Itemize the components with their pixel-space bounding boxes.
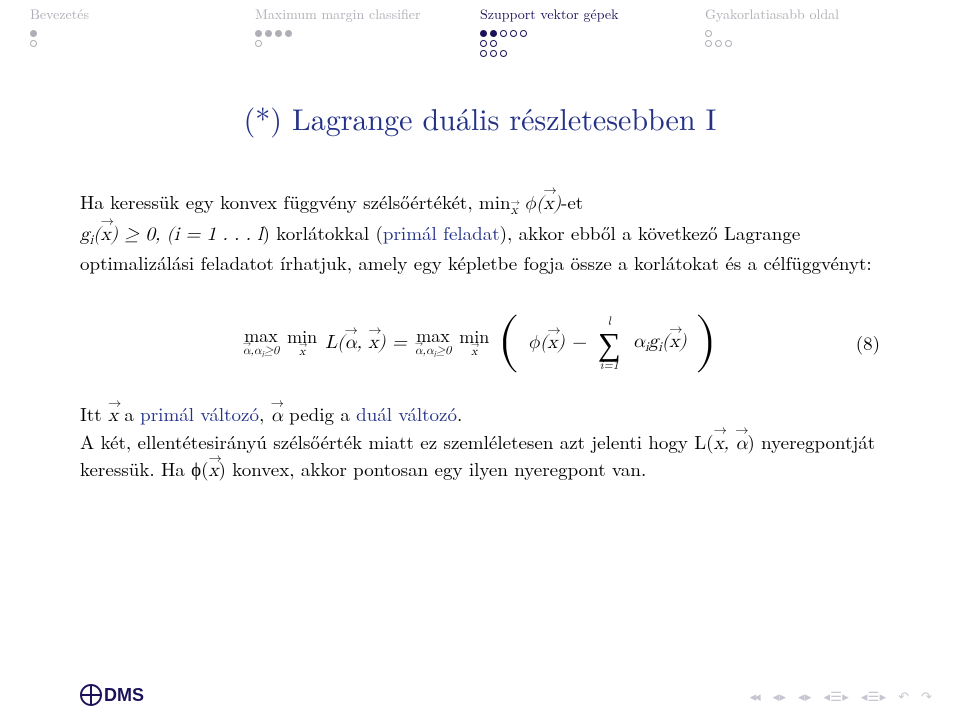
nav-section-4[interactable]: Gyakorlatiasabb oldal: [705, 4, 930, 24]
beamer-nav-icons[interactable]: ◂◂ ◂ ▸ ◂ ▸ ◂ ☰ ▸ ◂ ☰ ▸ ↶ ↷: [750, 686, 930, 705]
progress-col-2: [255, 26, 480, 56]
nav-forward-icon[interactable]: ↷: [921, 686, 930, 705]
nav-prev-frame-icon[interactable]: ◂ ☰ ▸: [823, 686, 846, 705]
nav-back-icon[interactable]: ↶: [898, 686, 907, 705]
slide-body: Ha keressük egy konvex függvény szélsőér…: [0, 189, 960, 484]
nav-prev-sub-icon[interactable]: ◂ ▸: [798, 686, 809, 705]
nav-prev-icon[interactable]: ◂ ▸: [773, 686, 784, 705]
paragraph-2: Itt x a primál változó, α pedig a duál v…: [80, 401, 880, 484]
section-progress: [0, 24, 960, 56]
nav-section-2[interactable]: Maximum margin classifier: [255, 4, 480, 24]
section-nav: Bevezetés Maximum margin classifier Szup…: [0, 0, 960, 24]
paragraph-1: Ha keressük egy konvex függvény szélsőér…: [80, 189, 880, 275]
equation-number: (8): [856, 330, 880, 356]
slide-title: (*) Lagrange duális részletesebben I: [0, 96, 960, 139]
progress-col-1: [30, 26, 255, 56]
globe-icon: [80, 684, 102, 706]
nav-section-3[interactable]: Szupport vektor gépek: [480, 4, 705, 24]
progress-col-4: [705, 26, 930, 56]
dms-logo: DMS: [80, 684, 144, 706]
nav-first-icon[interactable]: ◂◂: [750, 686, 759, 705]
progress-col-3: [480, 26, 705, 56]
nav-section-1[interactable]: Bevezetés: [30, 4, 255, 24]
nav-next-frame-icon[interactable]: ◂ ☰ ▸: [861, 686, 884, 705]
equation-8: maxα,αi≥0 minx L(α, x) = maxα,αi≥0 minx …: [80, 303, 880, 383]
